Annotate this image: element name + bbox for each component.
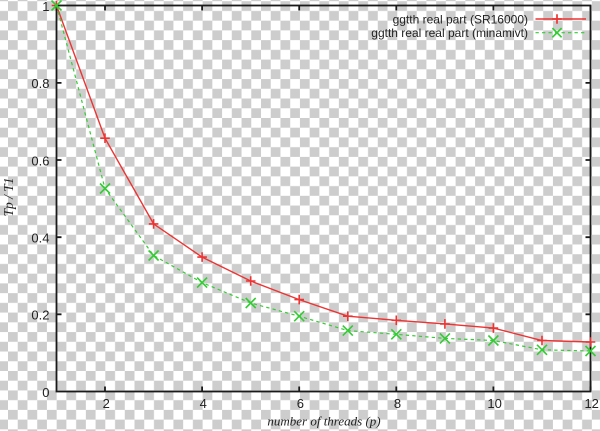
svg-text:0.8: 0.8: [31, 76, 49, 91]
svg-text:0.6: 0.6: [31, 153, 49, 168]
svg-text:12: 12: [584, 396, 598, 411]
svg-text:10: 10: [487, 396, 501, 411]
svg-text:4: 4: [200, 396, 207, 411]
svg-text:number of threads (p): number of threads (p): [267, 413, 380, 428]
svg-text:8: 8: [394, 396, 401, 411]
svg-text:0.4: 0.4: [31, 231, 49, 246]
svg-text:Tp / T1: Tp / T1: [1, 177, 16, 216]
svg-text:ggtth real part (SR16000): ggtth real part (SR16000): [393, 12, 528, 26]
svg-text:ggtth real real part (minamivt: ggtth real real part (minamivt): [371, 26, 528, 40]
svg-text:6: 6: [297, 396, 304, 411]
svg-text:1: 1: [42, 0, 49, 14]
svg-text:0: 0: [42, 385, 49, 400]
svg-text:0.2: 0.2: [31, 308, 49, 323]
svg-text:2: 2: [103, 396, 110, 411]
